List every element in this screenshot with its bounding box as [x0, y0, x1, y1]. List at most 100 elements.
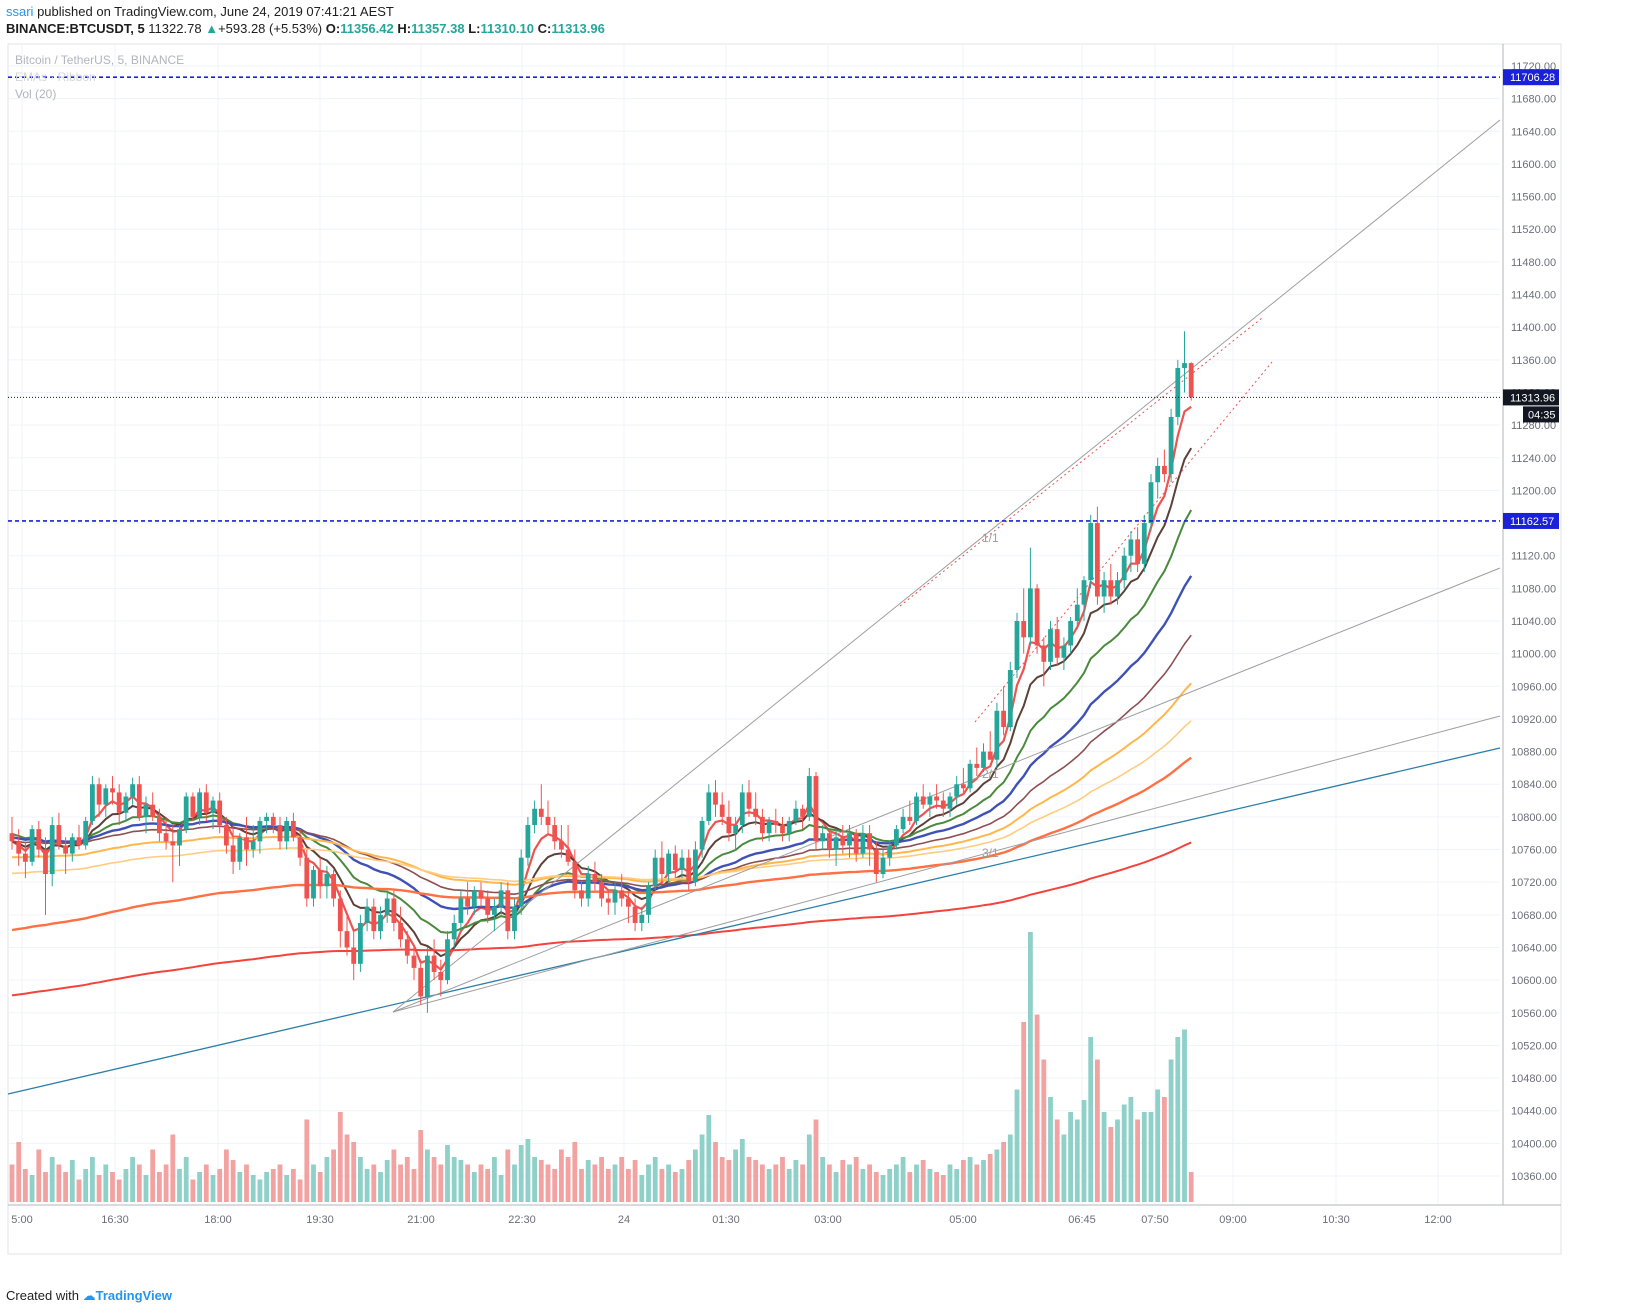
candle-body: [565, 849, 571, 862]
candle: [827, 829, 832, 858]
candle-body: [532, 808, 537, 826]
candle-body: [860, 833, 866, 854]
price-tick-label: 10400.00: [1511, 1138, 1557, 1150]
candle: [445, 931, 450, 985]
candle-body: [518, 857, 524, 907]
volume-bar: [518, 1145, 524, 1202]
candle: [853, 829, 859, 862]
candle: [760, 808, 765, 842]
candle: [1188, 362, 1194, 401]
candle: [1048, 621, 1053, 670]
chart-grid: [8, 44, 1500, 1205]
candle-body: [739, 792, 745, 826]
candle-body: [16, 841, 22, 854]
candle-body: [1048, 629, 1053, 662]
candle-body: [492, 906, 497, 915]
candle: [605, 890, 611, 915]
volume-bar: [873, 1172, 879, 1202]
volume-bar: [894, 1164, 899, 1202]
candle: [726, 800, 732, 842]
price-axis[interactable]: 10360.00 10400.00 10440.00 10480.00 10520.00…: [1502, 44, 1559, 1205]
volume-bar: [599, 1157, 604, 1202]
candle: [465, 882, 470, 915]
candle-body: [559, 841, 564, 850]
candle: [1128, 531, 1134, 573]
candle: [83, 816, 89, 850]
candle: [217, 792, 223, 834]
time-tick-label: 12:00: [1424, 1214, 1452, 1226]
candle: [384, 890, 390, 923]
candle-body: [699, 820, 705, 850]
candle-body: [833, 837, 839, 850]
candle-body: [297, 837, 303, 858]
candle-body: [1108, 580, 1114, 597]
volume-bar: [760, 1164, 765, 1202]
volume-bar: [438, 1164, 444, 1202]
volume-bar: [378, 1172, 383, 1202]
candle: [150, 792, 156, 821]
volume-bar: [565, 1157, 571, 1202]
volume-bar: [177, 1169, 182, 1202]
candle: [9, 816, 15, 850]
candle: [940, 792, 946, 817]
candle: [545, 800, 551, 834]
published-line: ssari published on TradingView.com, June…: [6, 4, 394, 19]
candle: [693, 841, 698, 887]
level-price-label: 11162.57: [1510, 516, 1554, 528]
candle: [224, 816, 229, 854]
candle-body: [1121, 555, 1127, 581]
candle: [371, 898, 377, 940]
candle-body: [404, 939, 410, 956]
candle-body: [1095, 523, 1100, 597]
volume-bar: [431, 1157, 437, 1202]
candle-body: [927, 796, 933, 805]
candle-body: [994, 710, 1000, 760]
candle: [579, 882, 584, 907]
candle: [69, 833, 75, 862]
price-tick-label: 11560.00: [1511, 192, 1556, 204]
candle-body: [840, 837, 846, 846]
candle: [1034, 584, 1040, 654]
price-tick-label: 10360.00: [1511, 1171, 1557, 1183]
close-value: 11313.96: [551, 21, 605, 36]
volume-bar: [860, 1169, 866, 1202]
candle: [713, 780, 718, 817]
price-tick-label: 11200.00: [1511, 485, 1556, 497]
candle-body: [63, 845, 68, 854]
candlesticks[interactable]: [9, 331, 1194, 1013]
candle-body: [311, 869, 316, 899]
candle-body: [1182, 363, 1187, 368]
candle: [398, 906, 403, 948]
candle: [177, 825, 182, 866]
level-price-tag: [1503, 69, 1559, 86]
price-tick-label: 11280.00: [1511, 420, 1556, 432]
published-text: published on TradingView.com, June 24, 2…: [37, 4, 394, 19]
volume-bar: [686, 1160, 692, 1202]
candle-body: [96, 784, 102, 805]
candle: [478, 882, 484, 907]
volume-bar: [786, 1169, 792, 1202]
volume-bar: [1148, 1112, 1154, 1202]
candle-body: [210, 800, 216, 813]
candle-body: [800, 808, 805, 817]
candle: [1095, 506, 1100, 605]
last-value: 11322.78: [148, 21, 202, 36]
candle: [1101, 572, 1107, 613]
time-tick-label: 24: [618, 1214, 630, 1226]
high-value: 11357.38: [411, 21, 465, 36]
candle: [1054, 616, 1060, 666]
price-tick-label: 10680.00: [1511, 910, 1557, 922]
candle: [498, 882, 504, 915]
volume-bar: [217, 1169, 223, 1202]
volume-bar: [853, 1157, 859, 1202]
tradingview-brand[interactable]: TradingView: [95, 1288, 172, 1303]
time-axis[interactable]: 5:00 16:30 18:00 19:30 21:00 22:30 24 01:30 03:0…: [8, 1204, 1561, 1226]
volume-bar: [1014, 1089, 1020, 1202]
candle-body: [847, 833, 852, 846]
candle: [297, 829, 303, 866]
volume-bar: [324, 1157, 330, 1202]
candle: [163, 816, 169, 850]
candle: [612, 882, 618, 915]
author-name[interactable]: ssari: [6, 4, 34, 19]
